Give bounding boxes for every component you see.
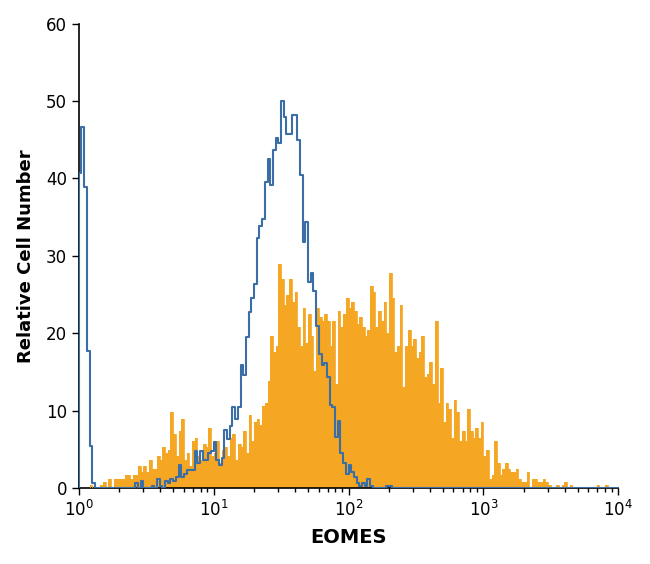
X-axis label: EOMES: EOMES bbox=[310, 528, 387, 547]
Y-axis label: Relative Cell Number: Relative Cell Number bbox=[17, 149, 34, 363]
Polygon shape bbox=[79, 263, 618, 488]
